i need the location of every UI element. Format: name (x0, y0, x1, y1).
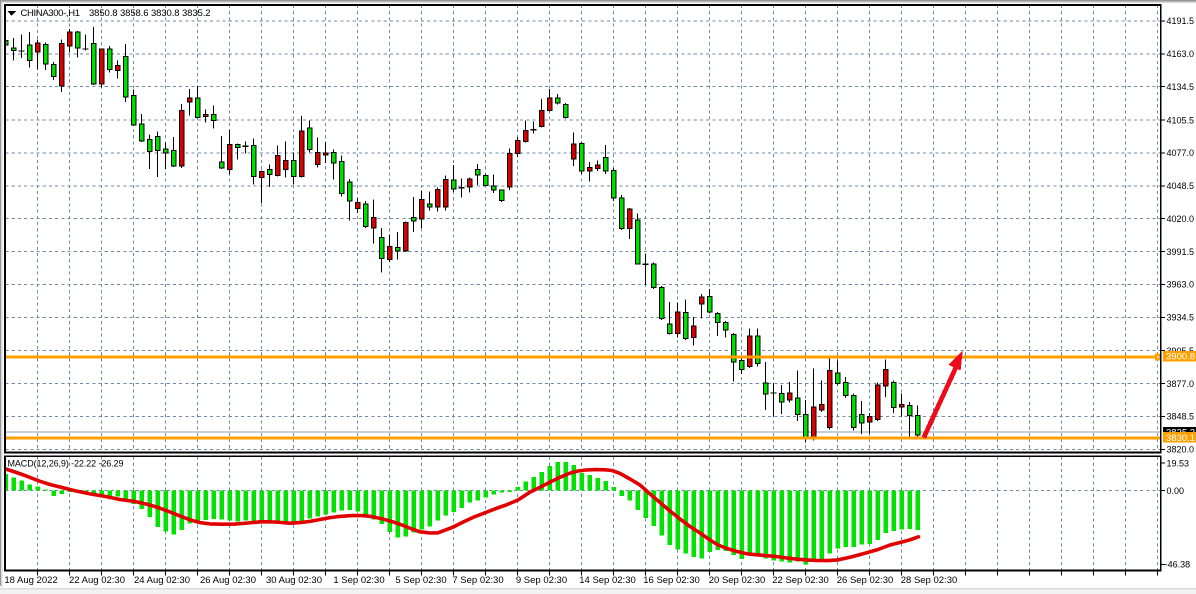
svg-text:-46.38: -46.38 (1165, 560, 1191, 570)
svg-text:7 Sep 02:30: 7 Sep 02:30 (452, 575, 503, 586)
svg-text:3848.5: 3848.5 (1167, 412, 1195, 422)
svg-text:4163.0: 4163.0 (1167, 49, 1195, 59)
svg-text:3934.5: 3934.5 (1167, 313, 1195, 323)
svg-text:3850.8 3858.6 3830.8 3835.2: 3850.8 3858.6 3830.8 3835.2 (89, 8, 210, 19)
svg-text:14 Sep 02:30: 14 Sep 02:30 (579, 575, 636, 586)
svg-text:18 Aug 2022: 18 Aug 2022 (4, 575, 57, 586)
svg-text:9 Sep 02:30: 9 Sep 02:30 (516, 575, 567, 586)
svg-text:4191.5: 4191.5 (1167, 16, 1195, 26)
svg-text:3900.8: 3900.8 (1166, 352, 1195, 363)
svg-text:28 Sep 02:30: 28 Sep 02:30 (901, 575, 958, 586)
svg-text:0.00: 0.00 (1167, 486, 1185, 496)
svg-text:1 Sep 02:30: 1 Sep 02:30 (333, 575, 384, 586)
svg-text:16 Sep 02:30: 16 Sep 02:30 (643, 575, 700, 586)
svg-text:3830.1: 3830.1 (1166, 433, 1195, 444)
svg-text:24 Aug 02:30: 24 Aug 02:30 (134, 575, 190, 586)
svg-text:4134.5: 4134.5 (1167, 82, 1195, 92)
svg-text:MACD(12,26,9) -22.22 -26.29: MACD(12,26,9) -22.22 -26.29 (8, 459, 124, 469)
svg-text:26 Aug 02:30: 26 Aug 02:30 (200, 575, 256, 586)
svg-text:5 Sep 02:30: 5 Sep 02:30 (395, 575, 446, 586)
svg-text:3877.0: 3877.0 (1167, 379, 1195, 389)
svg-text:19.53: 19.53 (1167, 458, 1190, 468)
svg-text:30 Aug 02:30: 30 Aug 02:30 (266, 575, 322, 586)
svg-text:3963.0: 3963.0 (1167, 280, 1195, 290)
svg-text:3991.5: 3991.5 (1167, 247, 1195, 257)
svg-text:4048.5: 4048.5 (1167, 181, 1195, 191)
svg-text:22 Sep 02:30: 22 Sep 02:30 (772, 575, 829, 586)
svg-text:3905.5: 3905.5 (1167, 346, 1195, 356)
svg-text:26 Sep 02:30: 26 Sep 02:30 (837, 575, 894, 586)
svg-text:CHINA300-,H1: CHINA300-,H1 (21, 8, 80, 19)
svg-text:20 Sep 02:30: 20 Sep 02:30 (709, 575, 766, 586)
svg-text:4077.0: 4077.0 (1167, 148, 1195, 158)
svg-text:22 Aug 02:30: 22 Aug 02:30 (69, 575, 125, 586)
svg-text:4020.0: 4020.0 (1167, 214, 1195, 224)
svg-text:3820.0: 3820.0 (1167, 445, 1195, 455)
svg-text:4105.5: 4105.5 (1167, 115, 1195, 125)
